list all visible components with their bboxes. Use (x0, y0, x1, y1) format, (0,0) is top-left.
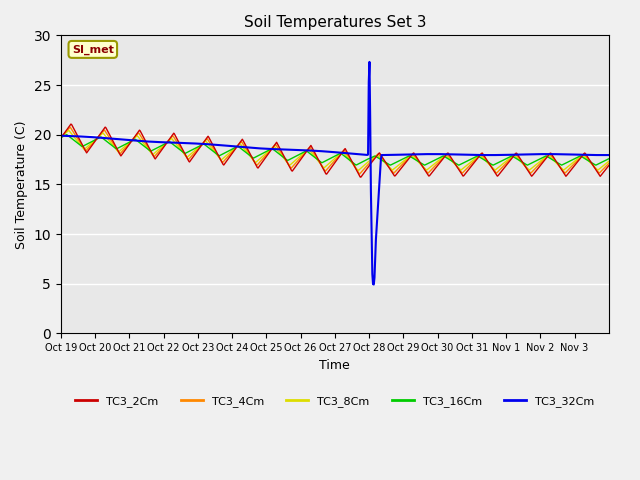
TC3_4Cm (122, 144, 130, 150)
TC3_32Cm (222, 143, 230, 148)
TC3_32Cm (370, 282, 378, 288)
TC3_8Cm (271, 144, 278, 149)
TC3_2Cm (223, 158, 230, 164)
TC3_32Cm (249, 145, 257, 151)
TC3_4Cm (605, 160, 612, 166)
TC3_16Cm (57, 135, 65, 141)
Line: TC3_4Cm: TC3_4Cm (61, 127, 609, 174)
TC3_4Cm (424, 169, 431, 175)
Text: SI_met: SI_met (72, 44, 114, 55)
TC3_2Cm (605, 163, 612, 168)
TC3_32Cm (122, 137, 129, 143)
TC3_4Cm (271, 143, 278, 148)
TC3_8Cm (250, 158, 258, 164)
Title: Soil Temperatures Set 3: Soil Temperatures Set 3 (244, 15, 426, 30)
Y-axis label: Soil Temperature (C): Soil Temperature (C) (15, 120, 28, 249)
TC3_2Cm (250, 158, 258, 164)
TC3_2Cm (271, 143, 278, 148)
TC3_8Cm (122, 143, 130, 148)
TC3_2Cm (57, 135, 65, 141)
TC3_8Cm (393, 164, 401, 169)
TC3_4Cm (57, 134, 65, 140)
TC3_32Cm (365, 59, 373, 65)
Line: TC3_2Cm: TC3_2Cm (61, 124, 609, 177)
TC3_2Cm (67, 121, 75, 127)
TC3_16Cm (250, 155, 258, 161)
TC3_8Cm (65, 128, 72, 133)
TC3_16Cm (271, 147, 278, 153)
TC3_16Cm (423, 161, 431, 167)
TC3_32Cm (393, 152, 401, 157)
TC3_4Cm (223, 155, 230, 161)
TC3_4Cm (67, 124, 74, 130)
X-axis label: Time: Time (319, 359, 350, 372)
TC3_4Cm (393, 168, 401, 173)
TC3_2Cm (357, 174, 365, 180)
Line: TC3_8Cm: TC3_8Cm (61, 131, 609, 170)
TC3_16Cm (63, 132, 70, 138)
TC3_16Cm (392, 159, 400, 165)
TC3_8Cm (605, 158, 612, 164)
TC3_8Cm (354, 168, 362, 173)
TC3_8Cm (424, 167, 431, 172)
TC3_8Cm (223, 152, 230, 158)
TC3_2Cm (424, 171, 431, 177)
TC3_32Cm (605, 152, 612, 158)
Line: TC3_32Cm: TC3_32Cm (61, 62, 609, 285)
TC3_2Cm (122, 146, 130, 152)
TC3_4Cm (356, 171, 364, 177)
TC3_32Cm (57, 133, 65, 139)
TC3_32Cm (424, 151, 431, 157)
TC3_8Cm (57, 134, 65, 140)
TC3_4Cm (250, 158, 258, 164)
TC3_2Cm (393, 171, 401, 177)
TC3_16Cm (605, 156, 612, 162)
TC3_16Cm (489, 162, 497, 168)
TC3_32Cm (270, 146, 278, 152)
Line: TC3_16Cm: TC3_16Cm (61, 135, 609, 165)
TC3_16Cm (223, 149, 230, 155)
Legend: TC3_2Cm, TC3_4Cm, TC3_8Cm, TC3_16Cm, TC3_32Cm: TC3_2Cm, TC3_4Cm, TC3_8Cm, TC3_16Cm, TC3… (70, 392, 599, 411)
TC3_16Cm (122, 141, 130, 147)
